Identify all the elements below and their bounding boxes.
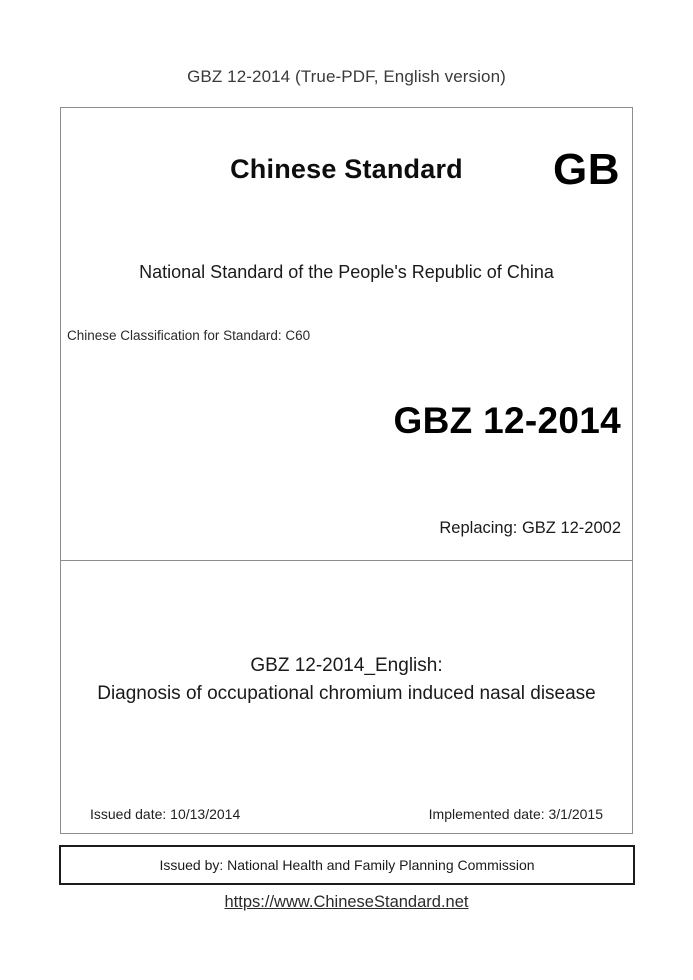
document-title-block: GBZ 12-2014_English: Diagnosis of occupa… xyxy=(61,652,632,708)
standard-title-row: Chinese Standard GB xyxy=(61,146,632,202)
issued-date-label: Issued date: 10/13/2014 xyxy=(90,806,241,822)
issued-by-label: Issued by: National Health and Family Pl… xyxy=(159,857,535,873)
footer-url-container: https://www.ChineseStandard.net xyxy=(0,893,693,912)
gb-logo-mark: GB xyxy=(553,145,620,194)
standard-classification-label: Chinese Classification for Standard: C60 xyxy=(67,328,311,343)
national-standard-subtitle: National Standard of the People's Republ… xyxy=(139,262,554,282)
replacing-standard-label: Replacing: GBZ 12-2002 xyxy=(439,519,621,537)
implemented-date-label: Implemented date: 3/1/2015 xyxy=(428,806,603,822)
cover-frame: Chinese Standard GB National Standard of… xyxy=(60,107,633,834)
chinesestandard-website-link[interactable]: https://www.ChineseStandard.net xyxy=(224,893,469,911)
document-title-line-2: Diagnosis of occupational chromium induc… xyxy=(97,683,596,704)
chinese-standard-heading: Chinese Standard xyxy=(230,154,463,184)
document-title-line-1: GBZ 12-2014_English: xyxy=(250,655,443,676)
issuer-box: Issued by: National Health and Family Pl… xyxy=(59,845,635,885)
cover-frame-upper-section: Chinese Standard GB National Standard of… xyxy=(61,108,632,561)
dates-row: Issued date: 10/13/2014 Implemented date… xyxy=(61,806,632,830)
standard-number-heading: GBZ 12-2014 xyxy=(393,400,621,441)
cover-frame-lower-section: GBZ 12-2014_English: Diagnosis of occupa… xyxy=(61,561,632,834)
page-header-label: GBZ 12-2014 (True-PDF, English version) xyxy=(187,67,506,86)
